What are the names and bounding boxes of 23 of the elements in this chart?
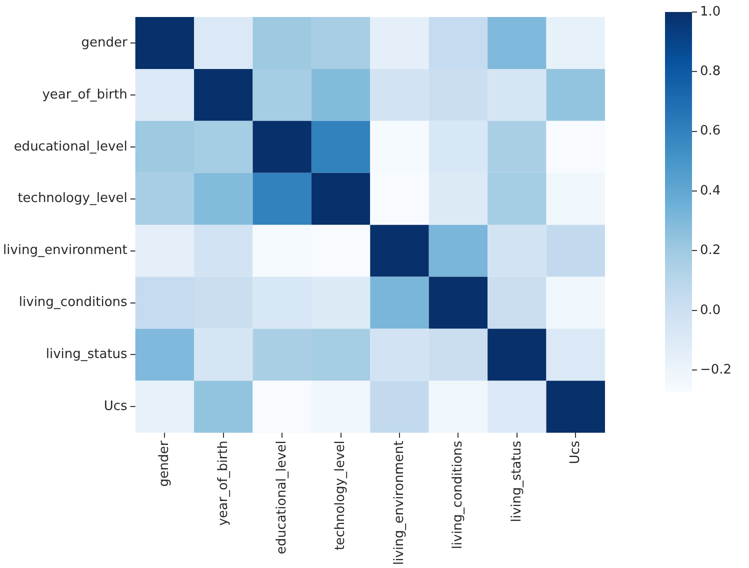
x-tick-label: gender (157, 440, 172, 487)
y-tick-label: technology_level (18, 191, 128, 206)
y-tick-label: living_status (46, 347, 128, 362)
color-bar-label: 0.0 (700, 302, 721, 318)
x-tick-label: Ucs (568, 440, 584, 464)
color-bar-label: 0.6 (700, 124, 721, 139)
x-tick-label: living_environment (392, 440, 407, 565)
x-tick-label: technology_level (333, 440, 348, 550)
y-tick-label: Ucs (104, 399, 128, 414)
x-tick-label: educational_level (274, 440, 290, 554)
y-tick-label: educational_level (14, 139, 128, 154)
x-tick-label: living_status (509, 440, 524, 522)
y-tick-label: year_of_birth (42, 87, 128, 102)
color-bar-label: −0.2 (700, 362, 732, 378)
x-tick-label: year_of_birth (216, 440, 231, 526)
color-bar-label: 0.8 (700, 64, 721, 80)
color-bar-label: 0.2 (700, 243, 721, 258)
y-tick-label: living_environment (3, 243, 128, 258)
color-bar-label: 0.4 (700, 183, 721, 198)
color-bar-label: 1.0 (700, 4, 721, 20)
y-tick-label: living_conditions (18, 295, 128, 310)
x-tick-label: living_conditions (450, 440, 466, 550)
y-tick-label: gender (81, 35, 128, 50)
